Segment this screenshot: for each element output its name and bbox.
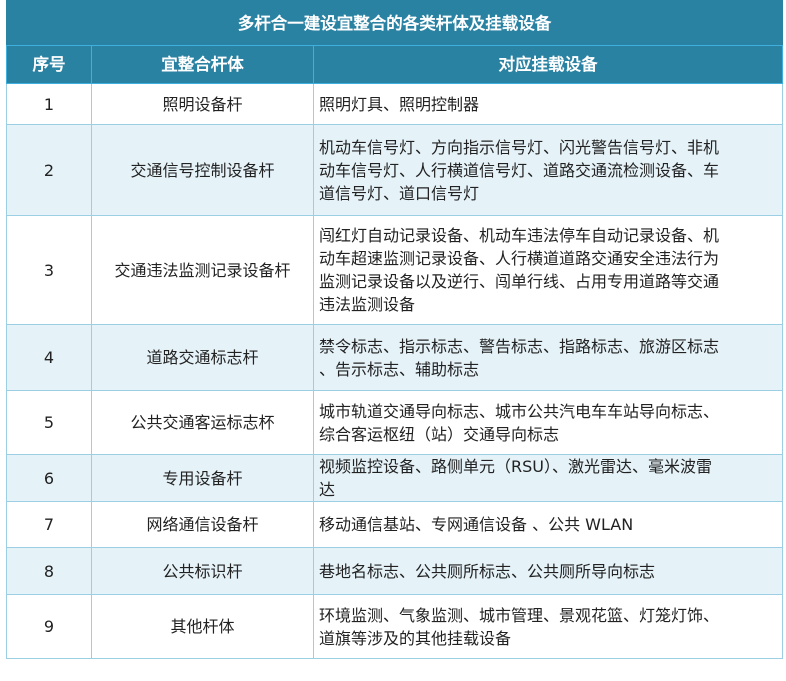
equipment-list: 机动车信号灯、方向指示信号灯、闪光警告信号灯、非机 动车信号灯、人行横道信号灯、…: [313, 124, 783, 216]
pole-type: 专用设备杆: [91, 454, 314, 502]
pole-type: 其他杆体: [91, 594, 314, 659]
pole-type: 交通违法监测记录设备杆: [91, 215, 314, 325]
table-row: 9 其他杆体 环境监测、气象监测、城市管理、景观花篮、灯笼灯饰、 道旗等涉及的其他挂…: [6, 594, 783, 659]
header-equipment: 对应挂载设备: [313, 45, 783, 84]
table-row: 5 公共交通客运标志杯 城市轨道交通导向标志、城市公共汽电车车站导向标志、 综合客运…: [6, 390, 783, 455]
table-row: 1 照明设备杆 照明灯具、照明控制器: [6, 83, 783, 125]
pole-type: 交通信号控制设备杆: [91, 124, 314, 216]
pole-type: 道路交通标志杆: [91, 324, 314, 391]
table-title: 多杆合一建设宜整合的各类杆体及挂载设备: [6, 0, 783, 46]
table-row: 7 网络通信设备杆 移动通信基站、专网通信设备 、公共 WLAN: [6, 501, 783, 548]
row-number: 7: [6, 501, 92, 548]
pole-equipment-table: 多杆合一建设宜整合的各类杆体及挂载设备 序号 宜整合杆体 对应挂载设备 1 照明设…: [6, 0, 783, 659]
equipment-list: 照明灯具、照明控制器: [313, 83, 783, 125]
row-number: 3: [6, 215, 92, 325]
row-number: 9: [6, 594, 92, 659]
pole-type: 网络通信设备杆: [91, 501, 314, 548]
table-row: 6 专用设备杆 视频监控设备、路侧单元（RSU）、激光雷达、毫米波雷 达: [6, 454, 783, 502]
equipment-list: 环境监测、气象监测、城市管理、景观花篮、灯笼灯饰、 道旗等涉及的其他挂载设备: [313, 594, 783, 659]
equipment-list: 巷地名标志、公共厕所标志、公共厕所导向标志: [313, 547, 783, 595]
table-row: 4 道路交通标志杆 禁令标志、指示标志、警告标志、指路标志、旅游区标志 、告示标志、…: [6, 324, 783, 391]
equipment-list: 禁令标志、指示标志、警告标志、指路标志、旅游区标志 、告示标志、辅助标志: [313, 324, 783, 391]
pole-type: 公共交通客运标志杯: [91, 390, 314, 455]
header-number: 序号: [6, 45, 92, 84]
table-row: 8 公共标识杆 巷地名标志、公共厕所标志、公共厕所导向标志: [6, 547, 783, 595]
pole-type: 公共标识杆: [91, 547, 314, 595]
equipment-list: 闯红灯自动记录设备、机动车违法停车自动记录设备、机 动车超速监测记录设备、人行横…: [313, 215, 783, 325]
pole-type: 照明设备杆: [91, 83, 314, 125]
row-number: 8: [6, 547, 92, 595]
row-number: 5: [6, 390, 92, 455]
row-number: 6: [6, 454, 92, 502]
header-pole: 宜整合杆体: [91, 45, 314, 84]
equipment-list: 城市轨道交通导向标志、城市公共汽电车车站导向标志、 综合客运枢纽（站）交通导向标…: [313, 390, 783, 455]
row-number: 1: [6, 83, 92, 125]
row-number: 2: [6, 124, 92, 216]
equipment-list: 移动通信基站、专网通信设备 、公共 WLAN: [313, 501, 783, 548]
table-row: 2 交通信号控制设备杆 机动车信号灯、方向指示信号灯、闪光警告信号灯、非机 动车信号…: [6, 124, 783, 216]
table-row: 3 交通违法监测记录设备杆 闯红灯自动记录设备、机动车违法停车自动记录设备、机 动车…: [6, 215, 783, 325]
row-number: 4: [6, 324, 92, 391]
equipment-list: 视频监控设备、路侧单元（RSU）、激光雷达、毫米波雷 达: [313, 454, 783, 502]
